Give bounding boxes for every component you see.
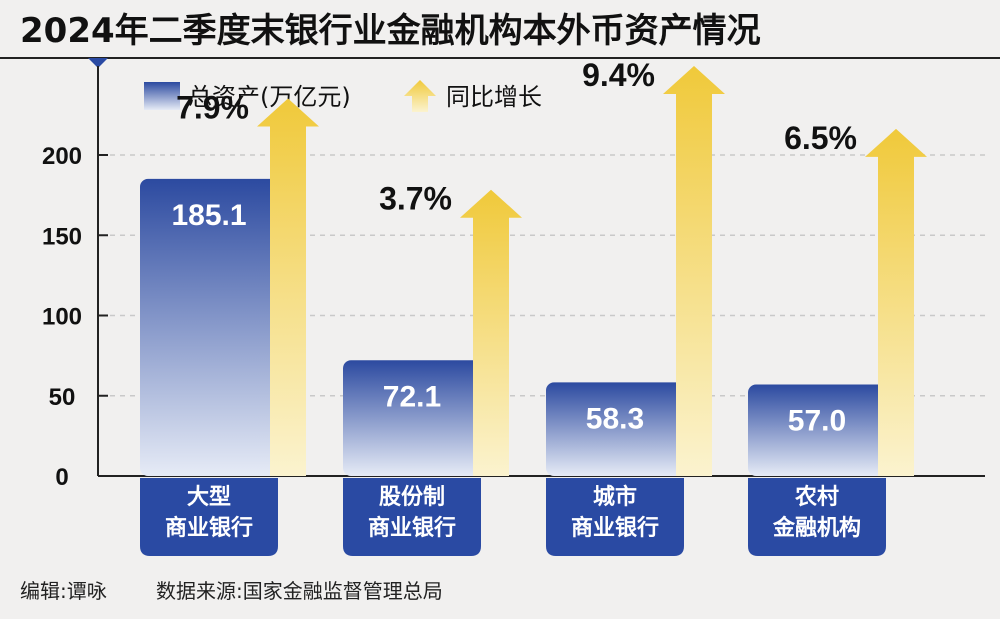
arrow-growth	[460, 189, 522, 476]
arrow-growth	[257, 98, 319, 476]
category-label: 商业银行	[368, 515, 456, 541]
category-box	[343, 478, 481, 556]
y-tick-label: 200	[42, 143, 82, 170]
growth-value-label: 6.5%	[784, 120, 857, 156]
bar-assets	[546, 382, 684, 476]
bar-assets	[140, 178, 278, 477]
footer-source: 数据来源:国家金融监督管理总局	[156, 579, 443, 603]
growth-value-label: 3.7%	[379, 181, 452, 217]
grid-layer	[100, 154, 985, 397]
arrow-growth	[663, 66, 725, 476]
bar-value-label: 72.1	[383, 380, 441, 413]
category-label: 大型	[187, 485, 231, 510]
category-label: 商业银行	[165, 515, 253, 541]
bar-assets	[748, 384, 886, 476]
bar-value-label: 58.3	[586, 402, 644, 435]
category-label: 城市	[593, 484, 637, 510]
growth-value-label: 9.4%	[582, 57, 655, 93]
category-label: 农村	[794, 484, 839, 510]
legend-assets-label: 总资产(万亿元)	[188, 83, 351, 111]
bar-value-label: 57.0	[788, 405, 846, 438]
category-label: 股份制	[379, 485, 445, 510]
arrow-growth	[865, 128, 927, 477]
category-box	[546, 478, 684, 556]
y-tick-labels: 0 50 100 150 200	[42, 143, 108, 491]
category-box	[748, 478, 886, 556]
category-box	[140, 478, 278, 556]
bar-assets	[343, 360, 481, 476]
category-label: 商业银行	[571, 515, 659, 541]
growth-value-label: 7.9%	[176, 90, 249, 126]
legend: 总资产(万亿元) 同比增长	[144, 80, 542, 112]
y-tick-label: 100	[42, 304, 82, 331]
legend-assets-swatch	[144, 82, 180, 110]
y-tick-label: 50	[49, 384, 76, 411]
y-tick-label: 150	[42, 223, 82, 250]
category-label: 金融机构	[772, 515, 861, 541]
legend-growth-label: 同比增长	[446, 83, 542, 111]
chart-title: 2024年二季度末银行业金融机构本外币资产情况	[20, 11, 761, 51]
footer-editor: 编辑:谭咏	[20, 579, 107, 603]
y-tick-label: 0	[55, 464, 68, 491]
axis-marker	[88, 58, 108, 68]
bar-value-label: 185.1	[171, 199, 246, 232]
legend-growth-swatch	[404, 80, 436, 112]
